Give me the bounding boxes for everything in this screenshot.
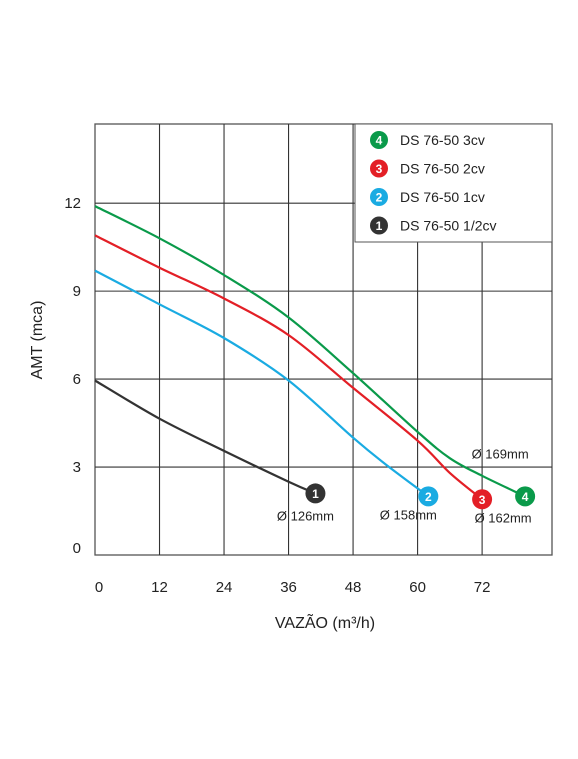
legend-item-3: 3 DS 76-50 2cv	[370, 159, 485, 178]
legend-item-2: 2 DS 76-50 1cv	[370, 188, 485, 206]
diameter-label-4: Ø 169mm	[472, 446, 529, 461]
marker-1: 1	[305, 483, 326, 504]
curve-1	[94, 379, 316, 495]
legend-label: DS 76-50 1/2cv	[400, 218, 497, 234]
marker-number: 1	[312, 487, 319, 501]
x-axis-ticks: 0 12 24 36 48 60 72	[95, 579, 491, 596]
y-tick-label: 12	[64, 195, 81, 212]
legend-item-1: 1 DS 76-50 1/2cv	[370, 216, 497, 235]
curve-2	[94, 269, 429, 498]
y-tick-label: 6	[73, 371, 81, 388]
diameter-label-3: Ø 162mm	[475, 510, 532, 525]
legend-marker-number: 3	[376, 162, 383, 176]
curve-4	[94, 205, 526, 498]
legend-label: DS 76-50 2cv	[400, 161, 485, 177]
x-tick-label: 60	[409, 579, 426, 596]
curve-3	[94, 234, 483, 501]
diameter-annotations: Ø 169mm Ø 162mm Ø 158mm Ø 126mm	[277, 446, 532, 525]
x-tick-label: 48	[345, 579, 362, 596]
legend-marker	[370, 216, 388, 235]
marker-circle	[472, 489, 493, 510]
marker-number: 3	[479, 493, 486, 507]
marker-number: 2	[425, 490, 432, 504]
curve-end-markers: 4 3 2 1	[305, 483, 536, 510]
x-tick-label: 24	[216, 579, 233, 596]
marker-number: 4	[522, 490, 529, 504]
plot-frame	[94, 123, 553, 556]
x-tick-label: 0	[95, 579, 103, 596]
legend-item-4: 4 DS 76-50 3cv	[370, 131, 485, 149]
y-tick-label: 9	[73, 283, 81, 300]
legend-marker	[370, 131, 388, 149]
legend-box	[354, 123, 553, 243]
legend-label: DS 76-50 3cv	[400, 132, 485, 148]
y-tick-label: 0	[73, 540, 81, 557]
x-tick-label: 36	[280, 579, 297, 596]
legend-marker-number: 2	[376, 190, 383, 204]
performance-curves	[94, 205, 526, 501]
legend-label: DS 76-50 1cv	[400, 189, 485, 205]
legend-marker-number: 1	[376, 219, 383, 233]
marker-4: 4	[515, 486, 536, 507]
marker-2: 2	[418, 486, 439, 507]
legend-marker	[370, 159, 388, 178]
marker-circle	[305, 483, 326, 504]
legend: 4 DS 76-50 3cv 3 DS 76-50 2cv 2 DS 76-50 1cv 1…	[354, 123, 553, 243]
y-axis-title: AMT (mca)	[29, 301, 46, 380]
diameter-label-2: Ø 158mm	[380, 507, 437, 522]
legend-marker	[370, 188, 388, 206]
legend-marker-number: 4	[376, 133, 383, 147]
x-axis-title: VAZÃO (m³/h)	[275, 612, 375, 632]
marker-circle	[418, 486, 439, 507]
marker-3: 3	[472, 489, 493, 510]
y-axis-ticks: 0 3 6 9 12	[64, 195, 81, 557]
diameter-label-1: Ø 126mm	[277, 508, 334, 523]
x-tick-label: 72	[474, 579, 491, 596]
marker-circle	[515, 486, 536, 507]
y-tick-label: 3	[73, 459, 81, 476]
x-tick-label: 12	[151, 579, 168, 596]
